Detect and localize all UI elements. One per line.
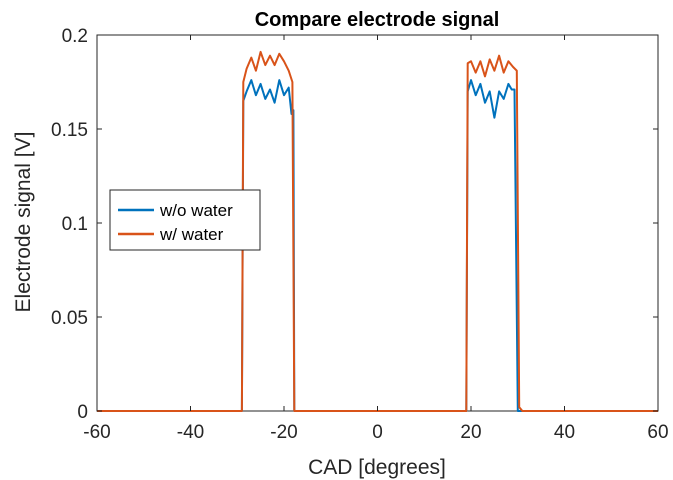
x-tick-label: 0	[372, 422, 383, 443]
y-axis-title: Electrode signal [V]	[12, 132, 35, 313]
legend: w/o water w/ water	[109, 189, 261, 251]
y-tick-label: 0.2	[62, 26, 88, 47]
x-tick-label: 40	[554, 422, 575, 443]
y-tick-label: 0	[77, 402, 88, 423]
series-layer	[97, 50, 658, 412]
x-tick-label: -40	[177, 422, 204, 443]
series-line-with-water	[97, 50, 658, 412]
y-tick-label: 0.1	[62, 214, 88, 235]
x-axis-title: CAD [degrees]	[308, 456, 446, 479]
legend-label: w/o water	[159, 201, 233, 220]
x-tick-label: -60	[83, 422, 110, 443]
legend-box	[109, 189, 261, 251]
chart-title: Compare electrode signal	[255, 9, 500, 31]
x-tick-label: 60	[647, 422, 668, 443]
legend-label: w/ water	[159, 225, 224, 244]
x-tick-label: -20	[270, 422, 297, 443]
x-tick-label: 20	[460, 422, 481, 443]
y-tick-label: 0.05	[51, 308, 88, 329]
tick-layer: -60 -40 -20 0 20 40 60 0 0.05 0.1 0.15 0.2	[51, 26, 669, 443]
y-tick-label: 0.15	[51, 120, 88, 141]
